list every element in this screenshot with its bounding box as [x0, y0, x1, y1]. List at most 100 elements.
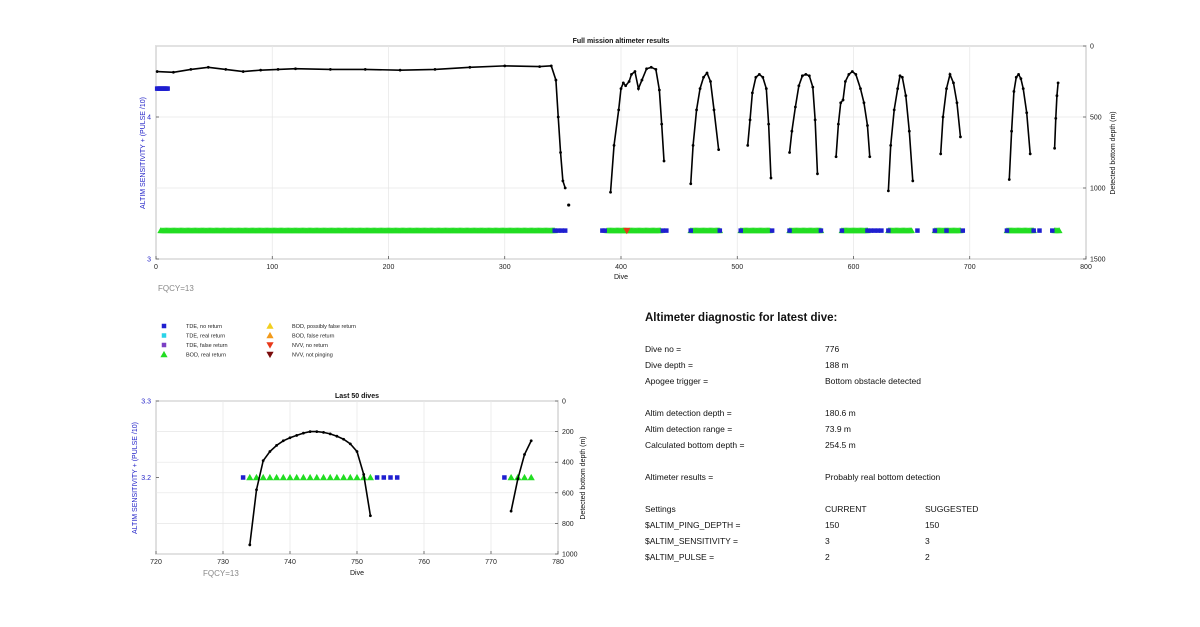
full-depth-point [945, 87, 948, 90]
l50-tde-no-return-marker [381, 475, 387, 480]
full-tde-no-return-marker [1031, 228, 1036, 233]
full-depth-point [189, 68, 193, 71]
l50-bod-real-return-marker [340, 473, 348, 481]
full-depth-point [328, 68, 332, 71]
full-depth-point [559, 151, 562, 154]
l50-depth-point [335, 434, 339, 438]
full-depth-point [609, 190, 612, 194]
diagnostic-title: Altimeter diagnostic for latest dive: [645, 312, 838, 324]
calculated-bottom-depth-value: 254.5 m [825, 440, 856, 450]
full-bod-real-return-marker [1055, 227, 1063, 234]
full-tde-no-return-marker [688, 228, 693, 233]
full-depth-point [637, 87, 640, 90]
full-depth-point [1025, 111, 1029, 115]
ping-depth-suggested: 150 [925, 520, 940, 530]
full-depth-point [630, 73, 633, 76]
full-x-tick-label: 500 [731, 264, 743, 271]
suggested-header: SUGGESTED [925, 504, 979, 514]
full-tde-no-return-marker [165, 86, 170, 91]
altim-detection-range-value: 73.9 m [825, 424, 851, 434]
full-tde-no-return-marker [769, 228, 775, 233]
full-depth-point [754, 75, 758, 79]
l50-depth-point [362, 473, 366, 476]
full-depth-point [689, 182, 693, 186]
l50-tde-no-return-marker [394, 475, 400, 480]
l50-yl-tick-label: 3.2 [141, 475, 151, 482]
l50-depth-point [369, 514, 372, 518]
full-x-tick-label: 800 [1080, 264, 1092, 271]
last50-chart-ylabel-right: Detected bottom depth (m) [580, 436, 587, 519]
l50-yr-tick-label: 400 [562, 460, 574, 467]
calculated-bottom-depth-label: Calculated bottom depth = [645, 440, 745, 450]
full-depth-point [633, 70, 637, 73]
full-x-tick-label: 700 [964, 264, 976, 271]
l50-depth-point [302, 431, 305, 435]
full-depth-point [294, 67, 297, 71]
legend-label: TDE, real return [186, 334, 225, 340]
l50-tde-no-return-marker [374, 475, 380, 480]
legend-marker [161, 333, 167, 338]
full-x-tick-label: 400 [615, 264, 627, 271]
pulse-current: 2 [825, 552, 830, 562]
full-depth-point [948, 73, 952, 76]
full-depth-point [955, 101, 959, 105]
full-depth-point [1055, 94, 1059, 98]
l50-depth-point [275, 443, 278, 447]
l50-x-tick-label: 730 [217, 559, 229, 566]
full-depth-point [624, 84, 628, 88]
full-depth-point [907, 129, 911, 133]
full-depth-point [621, 81, 625, 85]
full-depth-point [862, 101, 866, 105]
full-depth-point [746, 144, 750, 147]
l50-yr-tick-label: 800 [562, 521, 574, 528]
full-depth-point [617, 108, 621, 112]
full-depth-point [363, 68, 367, 71]
legend-marker [161, 323, 167, 329]
full-tde-no-return-marker [555, 228, 561, 233]
full-depth-point [695, 108, 698, 112]
altim-detection-depth-label: Altim detection depth = [645, 408, 732, 418]
full-depth-point [259, 68, 263, 72]
full-tde-no-return-marker [717, 228, 723, 233]
full-depth-point [698, 87, 702, 90]
full-depth-point [1014, 75, 1018, 79]
full-depth-point [1007, 178, 1011, 181]
legend-label: BOD, possibly false return [292, 324, 356, 330]
l50-tde-no-return-marker [388, 475, 393, 480]
full-depth-point [691, 144, 695, 147]
l50-depth-point [348, 442, 352, 446]
l50-bod-real-return-marker [507, 473, 515, 481]
legend-label: BOD, real return [186, 353, 226, 359]
full-depth-point [800, 74, 804, 78]
full-depth-point [889, 144, 893, 147]
l50-x-tick-label: 740 [284, 559, 296, 566]
full-tde-no-return-marker [1004, 228, 1010, 233]
full-tde-no-return-marker [960, 228, 966, 233]
full-depth-point [761, 75, 765, 79]
full-depth-point [398, 68, 402, 72]
full-depth-point [712, 108, 716, 112]
full-yl-tick-label: 4 [147, 115, 151, 122]
l50-bod-real-return-marker [299, 473, 307, 481]
full-x-tick-label: 200 [383, 264, 395, 271]
l50-depth-point [529, 439, 533, 443]
l50-depth-point [315, 430, 319, 433]
full-depth-line [788, 73, 819, 174]
full-depth-point [892, 108, 896, 112]
full-depth-point [896, 87, 900, 90]
l50-x-tick-label: 750 [351, 559, 363, 566]
apogee-trigger-label: Apogee trigger = [645, 376, 709, 386]
l50-yr-tick-label: 200 [562, 429, 574, 436]
ping-depth-current: 150 [825, 520, 840, 530]
l50-bod-real-return-marker [266, 473, 274, 481]
full-tde-no-return-marker [602, 228, 607, 233]
full-depth-point [709, 80, 712, 83]
full-depth-point [705, 71, 709, 75]
full-depth-point [748, 118, 752, 122]
full-depth-point [649, 65, 653, 69]
full-tde-no-return-marker [600, 228, 605, 233]
altim-detection-depth-value: 180.6 m [825, 408, 856, 418]
full-depth-point [750, 91, 754, 95]
altimeter-diagnostic-panel: Altimeter diagnostic for latest dive: Di… [645, 312, 1165, 565]
